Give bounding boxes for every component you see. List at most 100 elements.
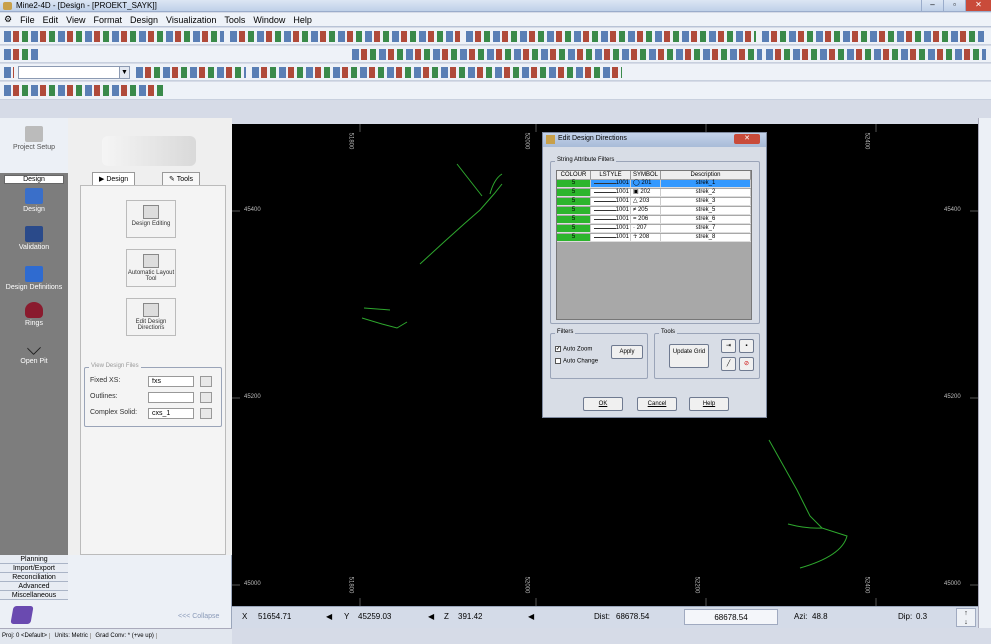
tab-design[interactable]: ▶ Design [92,172,136,186]
y-value: 45259.03 [358,612,392,621]
table-row[interactable]: 5 1001 △ 203 strek_3 [557,198,751,206]
toolbar-layers[interactable]: ▼ [0,64,991,81]
grad-status: Grad Conv: * (+ve up) [93,633,157,639]
x-label-top-1: 51800 [347,132,354,150]
tools-group: Tools [654,329,760,379]
x-value: 51654.71 [258,612,292,621]
nav-import-export[interactable]: Import/Export [0,564,68,573]
edit-design-directions-button[interactable]: Edit Design Directions [126,298,176,336]
table-row[interactable]: 5 1001 ▣ 202 strek_2 [557,189,751,197]
auto-zoom-checkbox[interactable]: ✓ Auto Zoom [555,346,593,353]
row-lstyle-value: 1001 [615,234,629,240]
delete-icon[interactable]: ⊘ [739,357,754,371]
toolbar-standard[interactable] [0,28,991,45]
menu-tools[interactable]: Tools [224,14,246,25]
row-lstyle: 1001 [591,180,631,187]
layer-select[interactable]: ▼ [18,66,130,79]
row-colour: 5 [557,225,591,232]
nav-design-definitions[interactable]: Design Definitions [0,266,68,291]
outlines-input[interactable] [148,392,194,403]
row-description: strek_6 [661,216,751,223]
nav-open-pit[interactable]: Open Pit [0,340,68,365]
menu-format[interactable]: Format [93,14,122,25]
right-scrollbar[interactable] [978,118,991,628]
nav-validation-label: Validation [18,244,50,251]
y-label-left-1: 45400 [244,207,261,213]
cancel-button[interactable]: Cancel [637,397,677,411]
minimize-button[interactable]: – [921,0,943,11]
x-arrow-icon[interactable]: ◀ [326,612,333,621]
table-row[interactable]: 5 1001 ≠ 205 strek_5 [557,207,751,215]
row-lstyle-value: 1001 [615,207,629,213]
tab-tools[interactable]: ✎ Tools [162,172,201,186]
automatic-layout-tool-button[interactable]: Automatic Layout Tool [126,249,176,287]
update-grid-button[interactable]: Update Grid [669,344,709,368]
menu-window[interactable]: Window [253,14,286,25]
nav-reconciliation[interactable]: Reconciliation [0,573,68,582]
nav-rings[interactable]: Rings [0,302,68,327]
table-row[interactable]: 5 1001 ☥ 208 strek_8 [557,234,751,242]
menu-view[interactable]: View [66,14,86,25]
outlines-label: Outlines: [90,393,118,400]
help-button[interactable]: Help [689,397,729,411]
row-lstyle-value: 1001 [615,225,629,231]
dist-field[interactable]: 68678.54 [684,609,778,625]
complex-solid-browse-button[interactable] [200,408,212,419]
menu-help[interactable]: Help [293,14,312,25]
set-direction-icon[interactable]: ⇥ [721,339,736,353]
app-menu-icon[interactable]: ⚙ [4,14,13,24]
row-symbol-value: 205 [637,207,648,213]
design-strings[interactable] [361,163,848,569]
x-label: X [242,612,248,621]
row-colour: 5 [557,180,591,187]
toolbar-design[interactable] [0,46,991,63]
z-label: Z [444,612,449,621]
fixed-xs-browse-button[interactable] [200,376,212,387]
y-label-left-2: 45200 [244,394,261,400]
menu-file[interactable]: File [20,14,35,25]
book-icon[interactable] [10,606,34,624]
draw-line-icon[interactable]: ╱ [721,357,736,371]
x-label-top-4: 52400 [863,132,870,150]
up-down-icon[interactable]: ↑ ↓ [956,608,976,627]
table-row[interactable]: 5 1001 · 207 strek_7 [557,225,751,233]
ok-button[interactable]: OK [583,397,623,411]
design-tab-icon: ▶ [99,176,107,183]
table-row[interactable]: 5 1001 = 206 strek_6 [557,216,751,224]
nav-planning[interactable]: Planning [0,555,68,564]
row-colour: 5 [557,198,591,205]
close-button[interactable]: ✕ [965,0,991,11]
project-setup-button[interactable]: Project Setup [0,118,68,173]
toolbar-draw[interactable] [0,82,991,100]
nav-design[interactable]: Design [0,188,68,213]
menu-design[interactable]: Design [129,14,158,25]
x-label-bottom-2: 52000 [523,576,530,594]
filters-table[interactable]: COLOUR LSTYLE SYMBOL Description 5 1001 ◯ … [556,170,752,320]
edit-directions-icon [143,303,159,317]
nav-miscellaneous[interactable]: Miscellaneous [0,591,68,600]
complex-solid-input[interactable] [148,408,194,419]
apply-button[interactable]: Apply [611,345,643,359]
design-tab[interactable]: Design [4,175,64,184]
row-symbol-value: 206 [638,216,649,222]
y-arrow-icon[interactable]: ◀ [428,612,435,621]
z-arrow-icon[interactable]: ◀ [528,612,535,621]
row-symbol-value: 207 [636,225,647,231]
design-editing-button[interactable]: Design Editing [126,200,176,238]
collapse-link[interactable]: <<< Collapse [178,613,220,620]
fixed-xs-input[interactable] [148,376,194,387]
row-description: strek_7 [661,225,751,232]
maximize-button[interactable]: ▫ [943,0,965,11]
dialog-close-button[interactable]: ✕ [734,134,760,144]
outlines-browse-button[interactable] [200,392,212,403]
dialog-title-bar[interactable]: Edit Design Directions ✕ [543,133,766,147]
nav-rings-label: Rings [25,320,43,327]
nav-validation[interactable]: Validation [0,226,68,251]
auto-change-checkbox[interactable]: Auto Change [555,358,598,365]
save-icon[interactable]: ▪ [739,339,754,353]
menu-visualization[interactable]: Visualization [166,14,217,25]
nav-advanced[interactable]: Advanced [0,582,68,591]
table-row[interactable]: 5 1001 ◯ 201 strek_1 [557,180,751,188]
row-symbol: ≠ 205 [631,207,661,214]
menu-edit[interactable]: Edit [42,14,59,25]
